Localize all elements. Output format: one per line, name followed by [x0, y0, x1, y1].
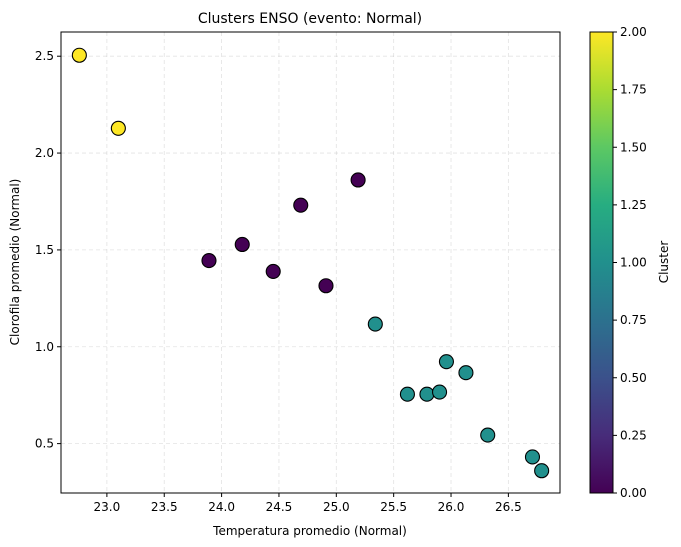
x-tick-label: 23.5 — [151, 500, 178, 514]
data-point-cluster-1 — [432, 384, 448, 400]
data-point-cluster-2 — [71, 47, 87, 63]
x-tick-label: 25.0 — [323, 500, 350, 514]
grid-lines — [61, 32, 560, 493]
colorbar-tick-label: 1.25 — [620, 198, 647, 212]
y-axis-label: Clorofila promedio (Normal) — [8, 179, 22, 346]
x-tick-label: 25.5 — [380, 500, 407, 514]
data-point-cluster-0 — [318, 278, 334, 294]
x-tick-label: 26.0 — [438, 500, 465, 514]
data-point-cluster-0 — [293, 197, 309, 213]
colorbar-tick-label: 1.00 — [620, 256, 647, 270]
data-point-cluster-1 — [458, 365, 474, 381]
data-point-cluster-1 — [480, 427, 496, 443]
colorbar-tick-label: 2.00 — [620, 25, 647, 39]
colorbar-tick-label: 0.75 — [620, 313, 647, 327]
x-tick-label: 24.0 — [208, 500, 235, 514]
x-tick-label: 23.0 — [94, 500, 121, 514]
data-point-cluster-1 — [419, 386, 435, 402]
y-tick-label: 2.5 — [35, 49, 54, 63]
data-point-cluster-0 — [265, 263, 281, 279]
y-tick-label: 1.5 — [35, 243, 54, 257]
data-points — [71, 47, 550, 479]
data-point-cluster-1 — [399, 386, 415, 402]
data-point-cluster-0 — [350, 172, 366, 188]
colorbar-label: Cluster — [657, 241, 671, 284]
data-point-cluster-1 — [367, 316, 383, 332]
y-tick-label: 1.0 — [35, 340, 54, 354]
data-point-cluster-1 — [534, 463, 550, 479]
x-tick-label: 26.5 — [495, 500, 522, 514]
colorbar-tick-label: 0.50 — [620, 371, 647, 385]
y-tick-label: 2.0 — [35, 146, 54, 160]
colorbar-tick-label: 1.50 — [620, 140, 647, 154]
x-axis-ticks: 23.0 23.5 24.0 24.5 25.0 25.5 26.0 26.5 — [94, 493, 522, 514]
chart-title: Clusters ENSO (evento: Normal) — [198, 11, 422, 27]
colorbar-ticks: 0.00 0.25 0.50 0.75 1.00 1.25 1.50 1.75 2.00 — [613, 25, 647, 500]
colorbar-tick-label: 1.75 — [620, 83, 647, 97]
x-axis-label: Temperatura promedio (Normal) — [212, 524, 407, 538]
data-point-cluster-1 — [524, 449, 541, 465]
data-point-cluster-0 — [201, 253, 217, 269]
colorbar-tick-label: 0.25 — [620, 428, 647, 442]
y-axis-ticks: 0.5 1.0 1.5 2.0 2.5 — [35, 49, 61, 451]
data-point-cluster-2 — [110, 120, 126, 136]
y-tick-label: 0.5 — [35, 437, 54, 451]
data-point-cluster-1 — [438, 354, 454, 370]
colorbar-tick-label: 0.00 — [620, 486, 647, 500]
x-tick-label: 24.5 — [266, 500, 293, 514]
plot-frame — [60, 31, 561, 494]
data-point-cluster-0 — [234, 236, 250, 253]
colorbar — [589, 31, 614, 494]
